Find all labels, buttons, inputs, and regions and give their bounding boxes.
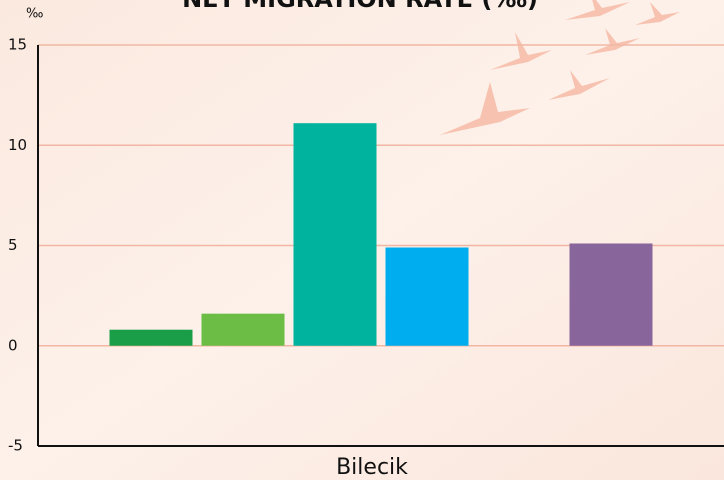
bar [110, 330, 193, 346]
chart-title: NET MIGRATION RATE (‰) [182, 0, 538, 13]
chart: NET MIGRATION RATE (‰) ‰ Bilecik -5 0 5 10 1… [0, 0, 724, 480]
y-tick-label: 0 [8, 336, 18, 354]
bar [202, 314, 285, 346]
bar [386, 248, 469, 346]
bar [570, 243, 653, 345]
x-axis-label: Bilecik [336, 455, 408, 480]
y-unit: ‰ [26, 7, 43, 22]
y-tick-label: 10 [8, 136, 27, 154]
y-tick-label: -5 [8, 437, 23, 455]
y-tick-label: 5 [8, 236, 18, 254]
y-tick-label: 15 [8, 36, 27, 54]
bar [294, 123, 377, 346]
